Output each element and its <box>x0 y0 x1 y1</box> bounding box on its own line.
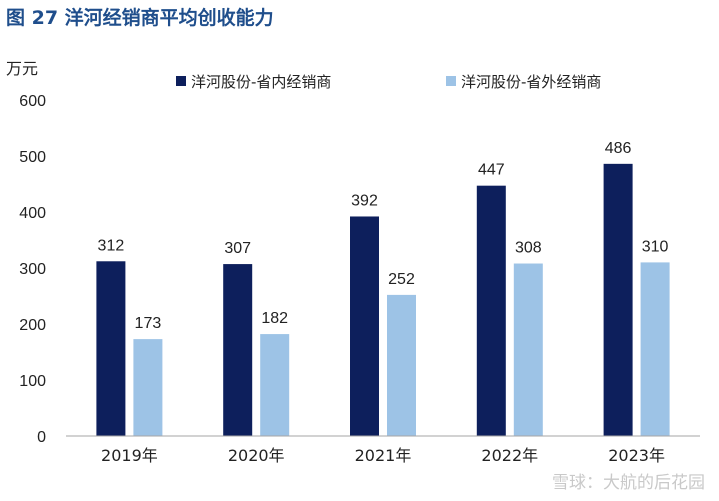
y-tick-label: 100 <box>19 373 46 390</box>
legend-label: 洋河股份-省内经销商 <box>191 73 331 91</box>
bar-domestic <box>476 185 506 436</box>
x-tick-label: 2023年 <box>608 446 665 465</box>
bar-outside <box>640 262 670 436</box>
data-label: 312 <box>98 237 125 254</box>
bar-outside <box>513 263 543 436</box>
x-tick-label: 2021年 <box>355 446 412 465</box>
y-tick-label: 400 <box>19 205 46 222</box>
bar-domestic <box>603 163 633 436</box>
data-label: 307 <box>224 240 251 257</box>
data-label: 308 <box>515 240 542 257</box>
bar-domestic <box>350 216 379 436</box>
legend-label: 洋河股份-省外经销商 <box>461 73 601 91</box>
y-axis-label: 万元 <box>6 59 38 78</box>
bar-outside <box>133 339 163 436</box>
y-tick-label: 600 <box>19 93 46 110</box>
x-tick-label: 2022年 <box>481 446 538 465</box>
legend-swatch <box>446 76 456 86</box>
bar-domestic <box>223 264 253 436</box>
x-tick-label: 2020年 <box>228 446 285 465</box>
y-tick-label: 500 <box>19 149 46 166</box>
data-label: 486 <box>605 140 632 157</box>
y-tick-label: 300 <box>19 261 46 278</box>
bar-outside <box>387 294 416 436</box>
y-tick-label: 0 <box>37 429 46 446</box>
watermark: 雪球：大航的后花园 <box>552 473 705 493</box>
data-label: 447 <box>478 162 505 179</box>
data-label: 392 <box>351 192 378 209</box>
data-label: 252 <box>388 271 415 288</box>
legend-swatch <box>176 76 186 86</box>
bar-outside <box>260 334 290 436</box>
bar-domestic <box>96 261 126 436</box>
y-tick-label: 200 <box>19 317 46 334</box>
data-label: 310 <box>642 238 669 255</box>
data-label: 173 <box>135 315 162 332</box>
figure-title: 图 27 洋河经销商平均创收能力 <box>6 7 274 29</box>
data-label: 182 <box>261 310 288 327</box>
x-tick-label: 2019年 <box>101 446 158 465</box>
